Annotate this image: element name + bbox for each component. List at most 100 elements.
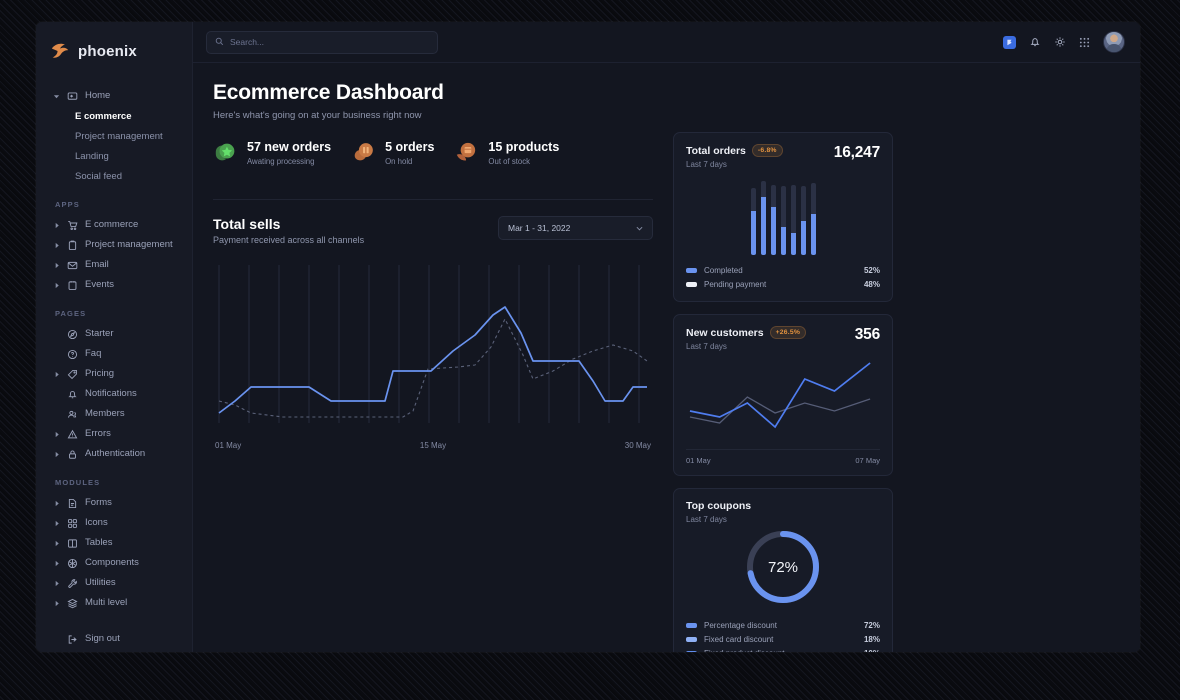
sidebar-item-members[interactable]: Members [36, 404, 192, 424]
top-bar: Search... [193, 22, 1140, 63]
sidebar-item-components[interactable]: Components [36, 553, 192, 573]
section-subtitle-total-sells: Payment received across all channels [213, 235, 365, 245]
sidebar-label-signout: Sign out [85, 632, 120, 644]
stat-label: Awating processing [247, 157, 315, 166]
chevron-right-icon [53, 580, 60, 587]
sidebar-label: Starter [85, 327, 114, 339]
date-range-value: Mar 1 - 31, 2022 [508, 223, 571, 233]
sidebar-item-social-feed[interactable]: Social feed [36, 166, 192, 186]
sidebar-label: Events [85, 278, 115, 290]
card-subtitle: Last 7 days [686, 515, 727, 524]
chevron-right-icon [53, 282, 60, 289]
main-area: Search... [193, 22, 1140, 652]
layers-icon [67, 598, 78, 609]
sidebar-item-pricing[interactable]: Pricing [36, 364, 192, 384]
sidebar-item-forms[interactable]: Forms [36, 493, 192, 513]
sidebar-label: E commerce [85, 218, 139, 230]
question-circle-icon [67, 349, 78, 360]
sidebar-item-faq[interactable]: Faq [36, 344, 192, 364]
gear-icon[interactable] [1053, 36, 1066, 49]
stat-out-of-stock[interactable]: 15 products Out of stock [454, 138, 559, 166]
divider [213, 199, 653, 200]
chevron-right-icon [53, 560, 60, 567]
phoenix-bird-icon [50, 42, 70, 60]
bell-icon[interactable] [1028, 36, 1041, 49]
bar-column [760, 177, 766, 255]
flag-badge-icon[interactable] [1003, 35, 1016, 49]
legend-label: Pending payment [704, 279, 767, 289]
sidebar-item-landing[interactable]: Landing [36, 146, 192, 166]
sidebar-nav: Home E commerce Project management Landi… [36, 86, 192, 649]
sidebar-label: Faq [85, 347, 102, 359]
chevron-right-icon [53, 262, 60, 269]
chevron-right-icon [53, 540, 60, 547]
content-grid: 57 new orders Awating processing [193, 121, 1140, 652]
card-new-customers: New customers +26.5% Last 7 days 356 [673, 314, 893, 476]
sidebar-item-starter[interactable]: Starter [36, 324, 192, 344]
sidebar-item-sign-out[interactable]: Sign out [36, 629, 192, 649]
tag-icon [67, 369, 78, 380]
legend-label: Percentage discount [704, 620, 777, 630]
apps-grid-icon[interactable] [1078, 36, 1091, 49]
sidebar-label-home: Home [85, 89, 111, 101]
avatar[interactable] [1103, 31, 1125, 53]
legend-value: 18% [863, 634, 880, 644]
legend-item: Completed 52% [686, 263, 880, 277]
sidebar-item-notifications[interactable]: Notifications [36, 384, 192, 404]
bar-column [750, 177, 756, 255]
brand[interactable]: phoenix [36, 34, 192, 60]
sidebar-item-project-management-home[interactable]: Project management [36, 126, 192, 146]
sidebar-item-project-management[interactable]: Project management [36, 235, 192, 255]
search-input[interactable]: Search... [206, 30, 438, 54]
bell-icon [67, 389, 78, 400]
legend-item: Pending payment 48% [686, 277, 880, 291]
sidebar: phoenix Home E commerce Project manageme… [36, 22, 193, 652]
sidebar-item-email[interactable]: Email [36, 255, 192, 275]
warning-triangle-icon [67, 429, 78, 440]
date-range-select[interactable]: Mar 1 - 31, 2022 [498, 216, 653, 240]
compass-icon [67, 329, 78, 340]
legend-top-coupons: Percentage discount 72% Fixed card disco… [686, 618, 880, 652]
sidebar-item-e-commerce-home[interactable]: E commerce [36, 106, 192, 126]
axis-tick: 30 May [624, 441, 651, 450]
stat-value: 5 orders [385, 140, 435, 154]
card-total-orders: Total orders -6.8% Last 7 days 16,247 [673, 132, 893, 302]
sidebar-section-pages: PAGES [55, 309, 87, 318]
sidebar-item-multi-level[interactable]: Multi level [36, 593, 192, 613]
donut-center-label: 72% [768, 559, 798, 576]
sidebar-label: Tables [85, 536, 113, 548]
sidebar-item-tables[interactable]: Tables [36, 533, 192, 553]
screen-icon [67, 91, 78, 102]
form-document-icon [67, 498, 78, 509]
sidebar-section-modules: MODULES [55, 478, 101, 487]
legend-item: Fixed product discount 10% [686, 646, 880, 652]
chevron-down-icon [636, 223, 643, 233]
card-subtitle: Last 7 days [686, 160, 727, 169]
status-badge-new-customers: +26.5% [769, 326, 807, 339]
axis-tick: 01 May [215, 441, 242, 450]
sidebar-item-events[interactable]: Events [36, 275, 192, 295]
total-orders-bar-chart [686, 169, 880, 255]
sidebar-item-icons[interactable]: Icons [36, 513, 192, 533]
bar-column [770, 177, 776, 255]
axis-tick: 07 May [855, 456, 880, 465]
total-sells-axis: 01 May 15 May 30 May [213, 441, 653, 450]
sidebar-item-authentication[interactable]: Authentication [36, 444, 192, 464]
sidebar-item-home[interactable]: Home [36, 86, 192, 106]
page-subtitle: Here's what's going on at your business … [213, 110, 422, 121]
chevron-right-icon [53, 520, 60, 527]
sidebar-item-utilities[interactable]: Utilities [36, 573, 192, 593]
sidebar-sublabel: E commerce [75, 110, 132, 122]
stat-on-hold[interactable]: 5 orders On hold [351, 138, 434, 166]
sidebar-item-e-commerce[interactable]: E commerce [36, 215, 192, 235]
left-column: 57 new orders Awating processing [193, 121, 663, 652]
envelope-icon [67, 260, 78, 271]
sidebar-item-errors[interactable]: Errors [36, 424, 192, 444]
chevron-right-icon [53, 242, 60, 249]
stat-new-orders[interactable]: 57 new orders Awating processing [213, 138, 331, 166]
app-window: phoenix Home E commerce Project manageme… [36, 22, 1140, 652]
sidebar-label: Authentication [85, 447, 146, 459]
topbar-actions [1003, 31, 1125, 53]
sidebar-label: Multi level [85, 596, 128, 608]
sidebar-label: Notifications [85, 387, 137, 399]
